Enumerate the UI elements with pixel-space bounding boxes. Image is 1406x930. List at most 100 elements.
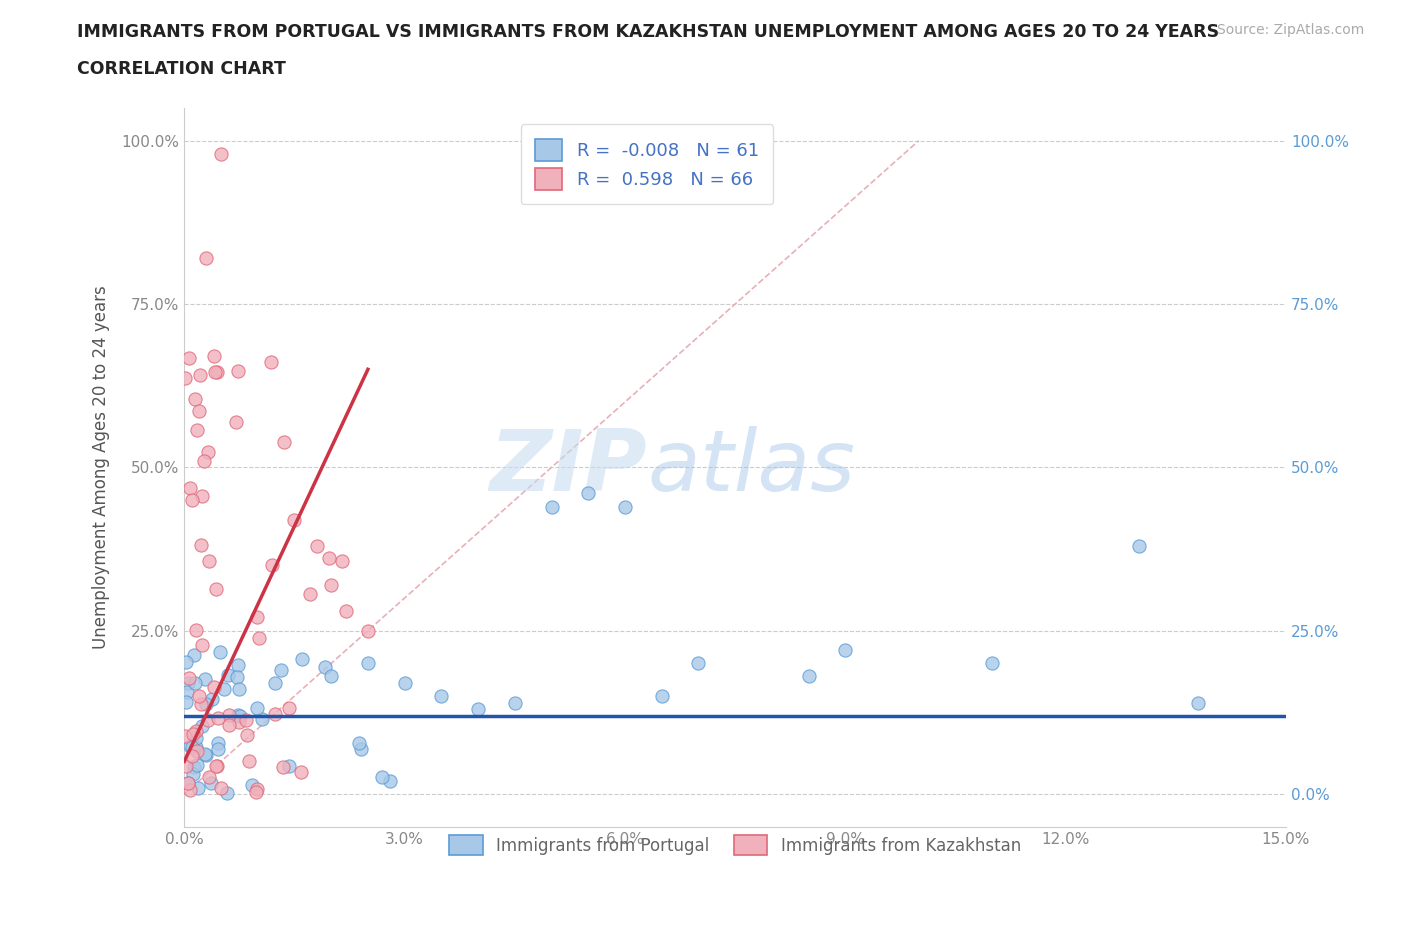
Point xyxy=(205,759,228,774)
Point xyxy=(193,746,215,761)
Point xyxy=(503,695,526,710)
Point xyxy=(246,700,269,715)
Point xyxy=(467,701,489,716)
Text: Source: ZipAtlas.com: Source: ZipAtlas.com xyxy=(1216,23,1364,37)
Point xyxy=(394,675,416,690)
Point xyxy=(228,715,250,730)
Point xyxy=(173,371,195,386)
Point xyxy=(204,365,226,379)
Point xyxy=(207,736,229,751)
Point xyxy=(981,656,1004,671)
Point xyxy=(186,743,208,758)
Point xyxy=(207,742,229,757)
Point xyxy=(430,688,453,703)
Point xyxy=(183,647,205,662)
Point xyxy=(357,656,380,671)
Point xyxy=(184,724,207,738)
Point xyxy=(321,578,343,592)
Point xyxy=(271,760,294,775)
Point xyxy=(197,445,219,459)
Point xyxy=(188,688,211,703)
Text: CORRELATION CHART: CORRELATION CHART xyxy=(77,60,287,78)
Point xyxy=(688,656,710,671)
Point xyxy=(204,581,226,596)
Point xyxy=(187,780,209,795)
Point xyxy=(174,758,197,773)
Point xyxy=(246,610,269,625)
Point xyxy=(188,367,211,382)
Point xyxy=(226,708,249,723)
Point xyxy=(193,454,215,469)
Text: ZIP: ZIP xyxy=(489,426,647,509)
Point xyxy=(209,146,232,161)
Point xyxy=(229,709,252,724)
Point xyxy=(278,701,301,716)
Point xyxy=(226,658,249,672)
Point xyxy=(291,652,314,667)
Point xyxy=(195,251,218,266)
Point xyxy=(179,351,201,365)
Point xyxy=(180,493,202,508)
Text: IMMIGRANTS FROM PORTUGAL VS IMMIGRANTS FROM KAZAKHSTAN UNEMPLOYMENT AMONG AGES 2: IMMIGRANTS FROM PORTUGAL VS IMMIGRANTS F… xyxy=(77,23,1219,41)
Point xyxy=(190,697,212,711)
Point xyxy=(321,669,343,684)
Point xyxy=(179,481,201,496)
Point xyxy=(194,748,217,763)
Point xyxy=(202,680,225,695)
Point xyxy=(184,740,207,755)
Point xyxy=(350,742,373,757)
Point xyxy=(183,726,205,741)
Point xyxy=(834,643,856,658)
Y-axis label: Unemployment Among Ages 20 to 24 years: Unemployment Among Ages 20 to 24 years xyxy=(93,286,110,649)
Point xyxy=(335,604,357,618)
Point xyxy=(186,731,208,746)
Point xyxy=(260,355,283,370)
Point xyxy=(314,659,336,674)
Point xyxy=(190,538,212,552)
Point xyxy=(797,669,820,684)
Point xyxy=(181,766,204,781)
Text: atlas: atlas xyxy=(647,426,855,509)
Point xyxy=(184,676,207,691)
Point xyxy=(240,777,263,792)
Point xyxy=(247,631,270,645)
Point xyxy=(181,740,204,755)
Point xyxy=(174,654,197,669)
Point xyxy=(184,622,207,637)
Point xyxy=(207,711,229,725)
Point xyxy=(236,727,259,742)
Point xyxy=(218,708,240,723)
Point xyxy=(225,414,247,429)
Point xyxy=(318,551,340,565)
Point xyxy=(273,434,295,449)
Point xyxy=(177,776,200,790)
Point xyxy=(179,739,201,754)
Point xyxy=(184,392,207,406)
Point xyxy=(299,587,322,602)
Point xyxy=(1187,695,1209,710)
Point xyxy=(250,711,273,726)
Point xyxy=(238,754,260,769)
Point xyxy=(194,671,217,686)
Point xyxy=(190,637,212,652)
Point xyxy=(270,662,292,677)
Point xyxy=(204,759,226,774)
Point xyxy=(202,349,225,364)
Point xyxy=(191,489,214,504)
Point xyxy=(197,712,219,727)
Point xyxy=(246,782,269,797)
Point xyxy=(371,770,394,785)
Point xyxy=(183,760,205,775)
Point xyxy=(198,769,221,784)
Point xyxy=(186,758,208,773)
Point xyxy=(378,774,401,789)
Point xyxy=(177,776,200,790)
Point xyxy=(215,786,238,801)
Point xyxy=(245,785,267,800)
Point xyxy=(1128,538,1150,553)
Point xyxy=(290,764,312,779)
Point xyxy=(186,422,208,437)
Point xyxy=(305,538,328,553)
Point xyxy=(263,675,285,690)
Point xyxy=(174,729,197,744)
